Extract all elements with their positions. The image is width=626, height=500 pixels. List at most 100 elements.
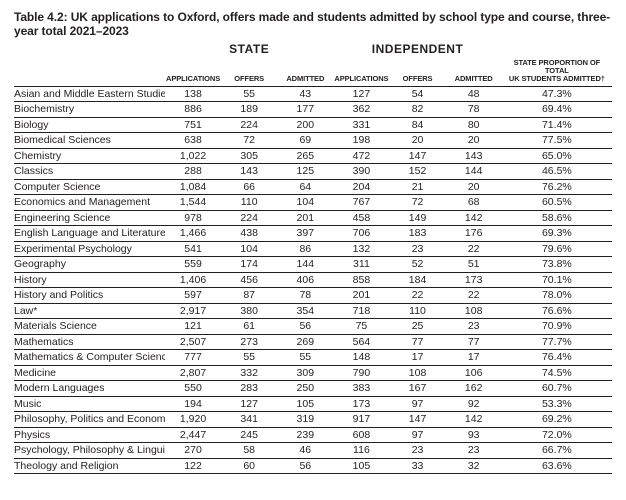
cell-s_app: 194 — [165, 396, 221, 412]
cell-s_app: 1,022 — [165, 148, 221, 164]
cell-s_adm: 46 — [277, 443, 333, 459]
cell-i_app: 564 — [333, 334, 389, 350]
col-course — [14, 57, 165, 86]
cell-s_off: 283 — [221, 381, 277, 397]
cell-prop: 60.5% — [502, 195, 612, 211]
cell-s_adm: 201 — [277, 210, 333, 226]
col-state-adm: ADMITTED — [277, 57, 333, 86]
cell-i_adm: 20 — [446, 133, 502, 149]
cell-s_off: 305 — [221, 148, 277, 164]
cell-i_app: 148 — [333, 350, 389, 366]
table-row: English Language and Literature1,4664383… — [14, 226, 612, 242]
cell-s_off: 110 — [221, 195, 277, 211]
cell-s_adm: 269 — [277, 334, 333, 350]
cell-i_adm: 22 — [446, 241, 502, 257]
cell-prop: 46.5% — [502, 164, 612, 180]
cell-prop: 77.5% — [502, 133, 612, 149]
table-row: Geography559174144311525173.8% — [14, 257, 612, 273]
cell-s_app: 122 — [165, 458, 221, 474]
cell-s_app: 1,406 — [165, 272, 221, 288]
table-row: Chemistry1,02230526547214714365.0% — [14, 148, 612, 164]
cell-prop: 69.2% — [502, 412, 612, 428]
cell-s_off: 341 — [221, 412, 277, 428]
table-row: Medicine2,80733230979010810674.5% — [14, 365, 612, 381]
cell-s_off: 58 — [221, 443, 277, 459]
cell-i_off: 152 — [389, 164, 445, 180]
cell-course: Biochemistry — [14, 102, 165, 118]
cell-prop: 60.7% — [502, 381, 612, 397]
cell-s_app: 1,544 — [165, 195, 221, 211]
cell-s_app: 886 — [165, 102, 221, 118]
cell-s_app: 751 — [165, 117, 221, 133]
cell-i_app: 132 — [333, 241, 389, 257]
cell-i_app: 718 — [333, 303, 389, 319]
cell-i_app: 458 — [333, 210, 389, 226]
group-independent: INDEPENDENT — [333, 40, 501, 57]
table-row: Law*2,91738035471811010876.6% — [14, 303, 612, 319]
cell-prop: 65.0% — [502, 148, 612, 164]
cell-s_adm: 177 — [277, 102, 333, 118]
cell-course: Music — [14, 396, 165, 412]
cell-i_app: 917 — [333, 412, 389, 428]
cell-course: English Language and Literature — [14, 226, 165, 242]
cell-course: Experimental Psychology — [14, 241, 165, 257]
cell-i_adm: 77 — [446, 334, 502, 350]
cell-i_app: 390 — [333, 164, 389, 180]
cell-i_adm: 68 — [446, 195, 502, 211]
cell-s_off: 380 — [221, 303, 277, 319]
cell-s_app: 138 — [165, 86, 221, 102]
table-title: Table 4.2: UK applications to Oxford, of… — [14, 10, 612, 38]
cell-course: Biology — [14, 117, 165, 133]
cell-i_adm: 106 — [446, 365, 502, 381]
cell-i_adm: 144 — [446, 164, 502, 180]
cell-i_adm: 108 — [446, 303, 502, 319]
cell-s_app: 288 — [165, 164, 221, 180]
cell-s_adm: 43 — [277, 86, 333, 102]
cell-s_app: 597 — [165, 288, 221, 304]
cell-s_off: 224 — [221, 117, 277, 133]
cell-prop: 76.2% — [502, 179, 612, 195]
cell-i_off: 149 — [389, 210, 445, 226]
cell-i_app: 173 — [333, 396, 389, 412]
cell-i_app: 767 — [333, 195, 389, 211]
cell-i_adm: 93 — [446, 427, 502, 443]
cell-course: Psychology, Philosophy & Linguistics — [14, 443, 165, 459]
cell-i_app: 362 — [333, 102, 389, 118]
cell-i_app: 608 — [333, 427, 389, 443]
cell-i_off: 184 — [389, 272, 445, 288]
cell-i_adm: 142 — [446, 412, 502, 428]
cell-s_off: 224 — [221, 210, 277, 226]
cell-s_adm: 125 — [277, 164, 333, 180]
col-indep-adm: ADMITTED — [446, 57, 502, 86]
cell-i_app: 331 — [333, 117, 389, 133]
cell-s_app: 270 — [165, 443, 221, 459]
cell-prop: 77.7% — [502, 334, 612, 350]
cell-s_adm: 105 — [277, 396, 333, 412]
table-row: Mathematics2,507273269564777777.7% — [14, 334, 612, 350]
cell-prop: 58.6% — [502, 210, 612, 226]
cell-s_adm: 239 — [277, 427, 333, 443]
cell-prop: 63.6% — [502, 458, 612, 474]
table-row: Experimental Psychology54110486132232279… — [14, 241, 612, 257]
cell-s_off: 61 — [221, 319, 277, 335]
cell-course: Geography — [14, 257, 165, 273]
cell-s_adm: 64 — [277, 179, 333, 195]
cell-course: Philosophy, Politics and Economics — [14, 412, 165, 428]
table-row: Engineering Science97822420145814914258.… — [14, 210, 612, 226]
cell-s_app: 2,807 — [165, 365, 221, 381]
table-row: Biology751224200331848071.4% — [14, 117, 612, 133]
col-state-apps: APPLICATIONS — [165, 57, 221, 86]
cell-i_off: 23 — [389, 241, 445, 257]
cell-s_adm: 397 — [277, 226, 333, 242]
table-row: Theology and Religion1226056105333263.6% — [14, 458, 612, 474]
cell-i_app: 204 — [333, 179, 389, 195]
cell-i_off: 82 — [389, 102, 445, 118]
cell-s_off: 104 — [221, 241, 277, 257]
cell-s_off: 55 — [221, 350, 277, 366]
cell-prop: 72.0% — [502, 427, 612, 443]
cell-s_off: 72 — [221, 133, 277, 149]
cell-i_app: 75 — [333, 319, 389, 335]
cell-prop: 79.6% — [502, 241, 612, 257]
cell-prop: 47.3% — [502, 86, 612, 102]
table-row: Materials Science121615675252370.9% — [14, 319, 612, 335]
